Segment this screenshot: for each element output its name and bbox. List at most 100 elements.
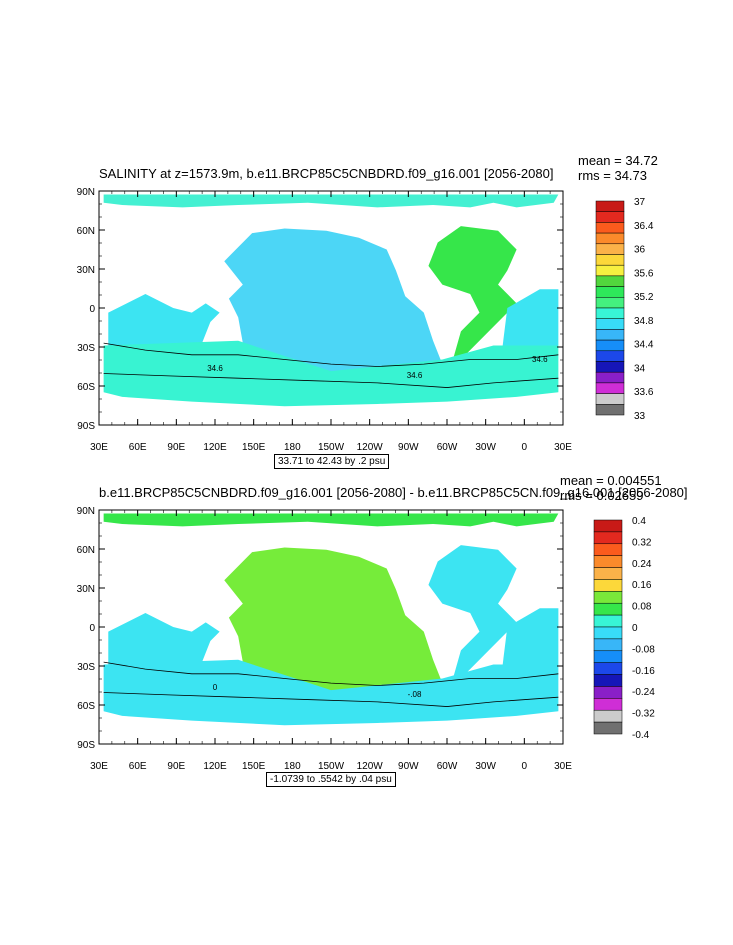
ocean-region-indian	[108, 293, 220, 355]
ocean-region-pacific	[224, 547, 443, 698]
contour-line	[103, 692, 559, 707]
panel-1-title: SALINITY at z=1573.9m, b.e11.BRCP85C5CNB…	[99, 166, 554, 181]
lon-label: 150E	[242, 761, 266, 772]
lon-label: 60E	[129, 761, 147, 772]
ocean-region-atlantic	[428, 226, 517, 365]
ocean-region-arctic	[103, 513, 559, 527]
colorbar-swatch	[593, 638, 623, 652]
colorbar-swatch	[593, 555, 623, 568]
ocean-region-atlantic	[428, 545, 517, 684]
panel-2-title: b.e11.BRCP85C5CNBDRD.f09_g16.001 [2056-2…	[99, 485, 688, 500]
colorbar-label: 34.8	[634, 316, 654, 327]
lon-label: 90W	[398, 761, 419, 772]
lon-label: 90E	[167, 761, 185, 772]
lon-label: 30W	[475, 761, 496, 772]
lon-label: 0	[522, 761, 528, 772]
lon-label: 30E	[554, 761, 572, 772]
colorbar-label: -0.08	[632, 644, 655, 655]
colorbar-label: 33	[634, 411, 646, 422]
colorbar-label: -0.24	[632, 687, 655, 698]
lon-label: 150W	[318, 442, 345, 453]
lat-label: 30S	[77, 662, 95, 673]
colorbar-swatch	[593, 614, 623, 628]
contour-line	[103, 373, 559, 388]
colorbar-swatch	[593, 591, 623, 604]
colorbar-label: 0.32	[632, 537, 652, 548]
panel-1-mean: mean = 34.72	[578, 153, 658, 168]
lon-label: 120E	[203, 761, 227, 772]
colorbar-label: 0.4	[632, 516, 646, 527]
panel-2-rms: rms = 0.02659	[560, 488, 644, 503]
ocean-region-indian_east	[502, 608, 559, 665]
panel-1-info-box: 33.71 to 42.43 by .2 psu	[274, 454, 390, 469]
lat-label: 0	[89, 304, 95, 315]
contour-line	[103, 661, 559, 686]
colorbar-label: 33.6	[634, 387, 654, 398]
ocean-region-southern	[103, 659, 559, 726]
lat-label: 30N	[77, 265, 95, 276]
colorbar-swatch	[595, 404, 625, 416]
lon-label: 30E	[90, 442, 108, 453]
lon-label: 60W	[437, 761, 458, 772]
ocean-region-pacific	[224, 228, 443, 379]
colorbar-label: 0	[632, 623, 638, 634]
colorbar-label: 34.4	[634, 340, 654, 351]
colorbar-swatch	[593, 721, 623, 735]
colorbar-swatch	[593, 662, 623, 675]
lon-label: 0	[522, 442, 528, 453]
panel-2-info-box: -1.0739 to .5542 by .04 psu	[266, 772, 396, 787]
colorbar-label: 35.2	[634, 292, 654, 303]
colorbar-swatch	[593, 626, 623, 640]
contour-label: 34.6	[407, 371, 423, 380]
colorbar-label: 0.16	[632, 580, 652, 591]
colorbar-label: -0.4	[632, 730, 650, 741]
lat-label: 0	[89, 623, 95, 634]
lon-label: 120E	[203, 442, 227, 453]
colorbar-label: 36.4	[634, 221, 654, 232]
colorbar-label: -0.32	[632, 709, 655, 720]
lon-label: 150E	[242, 442, 266, 453]
colorbar-swatch	[593, 567, 623, 580]
lat-label: 90N	[77, 187, 95, 198]
colorbar-swatch	[593, 698, 623, 711]
contour-label: 0	[213, 683, 218, 692]
contour-label: 34.6	[532, 355, 548, 364]
lon-label: 30E	[554, 442, 572, 453]
colorbar-label: 0.24	[632, 559, 652, 570]
contour-line	[103, 342, 559, 367]
panel-2-mean: mean = 0.004551	[560, 473, 662, 488]
lon-label: 180	[284, 761, 301, 772]
colorbar-label: 36	[634, 245, 646, 256]
lon-label: 30E	[90, 761, 108, 772]
panel-1-rms: rms = 34.73	[578, 168, 648, 183]
colorbar-label: 0.08	[632, 602, 652, 613]
ocean-region-indian	[108, 612, 220, 674]
contour-label: -.08	[408, 690, 422, 699]
ocean-region-arctic	[103, 194, 559, 208]
colorbar-label: 34	[634, 363, 646, 374]
lon-label: 60E	[129, 442, 147, 453]
contour-label: 34.6	[207, 364, 223, 373]
lon-label: 90E	[167, 442, 185, 453]
lat-label: 30S	[77, 343, 95, 354]
lon-label: 150W	[318, 761, 345, 772]
lon-label: 30W	[475, 442, 496, 453]
lon-label: 180	[284, 442, 301, 453]
lon-label: 90W	[398, 442, 419, 453]
colorbar-swatch	[593, 650, 623, 663]
lon-label: 60W	[437, 442, 458, 453]
lat-label: 90N	[77, 506, 95, 517]
colorbar-swatch	[593, 531, 623, 545]
colorbar-label: -0.16	[632, 666, 655, 677]
lon-label: 120W	[357, 442, 384, 453]
lat-label: 90S	[77, 740, 95, 751]
lat-label: 60N	[77, 226, 95, 237]
colorbar-label: 37	[634, 197, 646, 208]
lat-label: 90S	[77, 421, 95, 432]
colorbar-swatch	[593, 602, 623, 616]
ocean-region-southern	[103, 340, 559, 407]
lon-label: 120W	[357, 761, 384, 772]
colorbar-swatch	[593, 543, 623, 556]
colorbar-swatch	[593, 674, 623, 687]
